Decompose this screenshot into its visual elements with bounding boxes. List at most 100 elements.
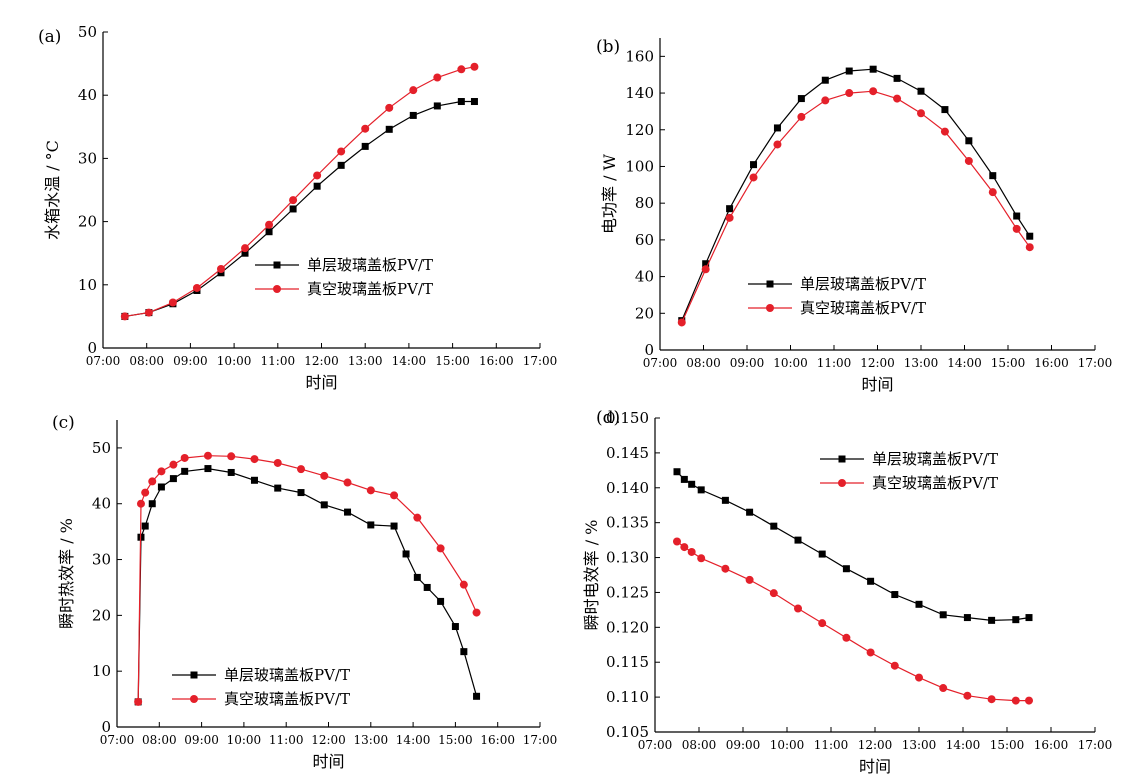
data-point xyxy=(361,142,369,150)
data-point xyxy=(794,536,802,544)
data-point xyxy=(273,458,282,467)
data-point xyxy=(842,565,850,573)
data-point xyxy=(265,220,274,229)
data-point xyxy=(797,112,806,121)
data-point xyxy=(1012,224,1021,233)
data-point xyxy=(697,554,706,563)
data-point xyxy=(433,102,441,110)
y-tick-label: 30 xyxy=(78,149,97,167)
legend-marker xyxy=(766,304,774,312)
data-point xyxy=(1012,616,1020,624)
y-tick-label: 0.145 xyxy=(606,444,649,462)
y-tick-label: 100 xyxy=(625,157,654,175)
data-point xyxy=(409,111,417,119)
y-tick-label: 160 xyxy=(625,47,654,65)
data-point xyxy=(702,260,710,268)
legend-label: 真空玻璃盖板PV/T xyxy=(800,299,926,317)
x-tick-label: 08:00 xyxy=(129,354,164,368)
x-tick-label: 14:00 xyxy=(392,354,427,368)
x-tick-label: 13:00 xyxy=(348,354,383,368)
data-point xyxy=(457,65,466,74)
x-tick-label: 16:00 xyxy=(480,733,515,747)
data-point xyxy=(746,508,754,516)
x-axis-label: 时间 xyxy=(312,752,344,771)
y-tick-label: 120 xyxy=(625,121,654,139)
y-tick-label: 0.120 xyxy=(606,618,649,636)
data-point xyxy=(367,521,375,529)
data-point xyxy=(344,508,352,516)
legend-marker xyxy=(190,671,198,679)
data-point xyxy=(1011,696,1020,705)
panel-b: (b) 07:00 08:00 09:00 10:00 11:00 12:00 13:00 1… xyxy=(596,37,1112,394)
data-point xyxy=(745,575,754,584)
x-tick-label: 07:00 xyxy=(86,354,121,368)
data-point xyxy=(965,137,973,145)
y-tick-label: 80 xyxy=(635,194,654,212)
x-tick-label: 11:00 xyxy=(269,733,304,747)
data-point xyxy=(890,661,899,670)
data-point xyxy=(366,486,375,495)
x-tick-label: 07:00 xyxy=(643,356,678,370)
data-point xyxy=(721,496,729,504)
data-point xyxy=(227,452,236,461)
series-line xyxy=(676,541,1029,702)
y-tick-label: 0.110 xyxy=(606,688,649,706)
legend-marker xyxy=(766,280,774,288)
x-tick-label: 10:00 xyxy=(770,738,805,752)
x-tick-label: 09:00 xyxy=(184,733,219,747)
data-point xyxy=(289,205,297,213)
panel-label: (d) xyxy=(596,408,620,428)
data-point xyxy=(941,106,949,114)
data-point xyxy=(687,547,696,556)
data-point xyxy=(169,475,177,483)
y-tick-label: 0.130 xyxy=(606,549,649,567)
data-point xyxy=(413,573,421,581)
series-line xyxy=(137,455,478,702)
x-tick-label: 11:00 xyxy=(814,738,849,752)
data-point xyxy=(915,600,923,608)
x-tick-label: 10:00 xyxy=(217,354,252,368)
x-tick-label: 08:00 xyxy=(142,733,177,747)
y-tick-label: 0 xyxy=(644,341,654,359)
y-tick-label: 50 xyxy=(92,439,111,457)
panel-label: (a) xyxy=(38,27,61,47)
y-tick-label: 10 xyxy=(92,662,111,680)
x-tick-label: 08:00 xyxy=(686,356,721,370)
data-point xyxy=(313,182,321,190)
data-point xyxy=(915,673,923,682)
data-point xyxy=(169,460,178,469)
y-axis-label: 瞬时电效率 / % xyxy=(582,520,601,631)
data-point xyxy=(893,74,901,82)
data-point xyxy=(963,614,971,622)
x-axis-label: 时间 xyxy=(861,375,893,394)
data-point xyxy=(409,86,418,95)
x-tick-label: 15:00 xyxy=(435,354,470,368)
data-point xyxy=(148,500,156,508)
x-tick-label: 14:00 xyxy=(947,356,982,370)
x-tick-label: 12:00 xyxy=(311,733,346,747)
data-point xyxy=(361,124,370,133)
x-tick-label: 09:00 xyxy=(730,356,765,370)
x-tick-label: 07:00 xyxy=(638,738,673,752)
x-tick-label: 15:00 xyxy=(438,733,473,747)
data-point xyxy=(1025,243,1034,252)
data-point xyxy=(141,522,149,530)
panel-label: (b) xyxy=(596,37,620,57)
x-tick-label: 10:00 xyxy=(227,733,262,747)
x-tick-label: 16:00 xyxy=(479,354,514,368)
y-tick-label: 20 xyxy=(78,213,97,231)
y-tick-label: 140 xyxy=(625,84,654,102)
y-tick-label: 40 xyxy=(635,268,654,286)
x-tick-label: 14:00 xyxy=(396,733,431,747)
y-tick-label: 0 xyxy=(87,339,97,357)
data-point xyxy=(964,156,973,165)
series-line xyxy=(681,90,1031,323)
data-point xyxy=(250,455,259,464)
x-tick-label: 15:00 xyxy=(990,738,1025,752)
legend-label: 真空玻璃盖板PV/T xyxy=(307,280,433,298)
data-point xyxy=(216,265,225,273)
y-tick-label: 10 xyxy=(78,276,97,294)
data-point xyxy=(821,96,830,105)
data-point xyxy=(842,633,851,642)
legend-label: 真空玻璃盖板PV/T xyxy=(872,474,998,492)
